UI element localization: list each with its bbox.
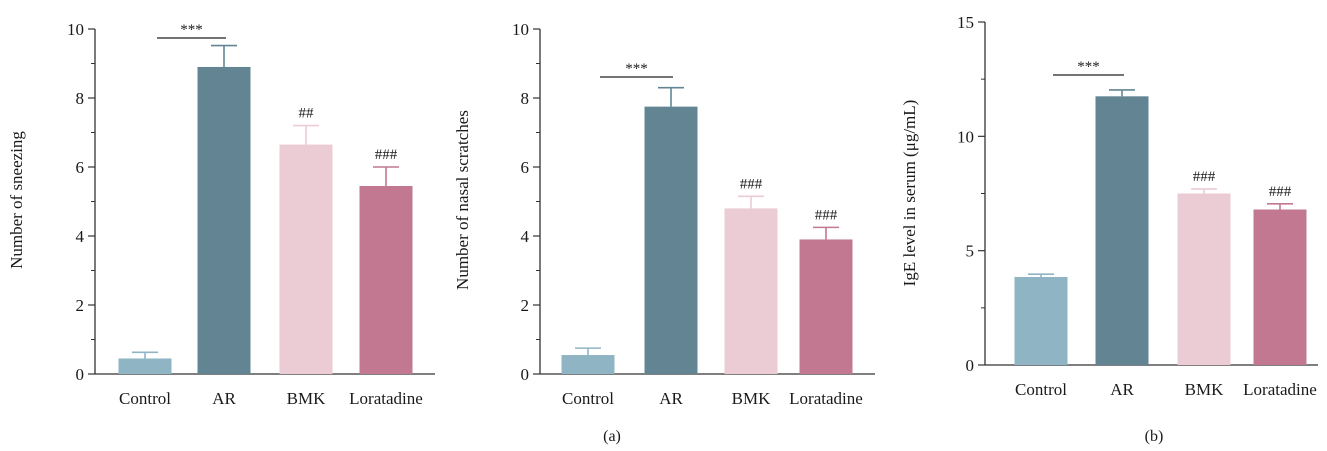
bar <box>644 106 698 374</box>
chart-ige-level: 0 5 10 15 IgE level in serum (μg/mL) Control A… <box>900 13 1318 399</box>
x-tick-label: Loratadine <box>789 389 863 408</box>
y-tick-label: 8 <box>521 89 530 108</box>
y-axis-label: Number of sneezing <box>7 131 26 269</box>
y-tick-label: 10 <box>512 20 529 39</box>
y-tick-label: 6 <box>76 158 85 177</box>
bar <box>1095 96 1149 366</box>
y-tick-label: 10 <box>67 20 84 39</box>
bar <box>197 66 251 374</box>
x-tick-label: AR <box>659 389 683 408</box>
panel-label-a: (a) <box>603 428 621 445</box>
y-axis-label: Number of nasal scratches <box>453 110 472 290</box>
bar <box>561 355 615 374</box>
x-tick-label: Control <box>562 389 614 408</box>
bar <box>1253 209 1307 365</box>
x-tick-label: BMK <box>1185 380 1224 399</box>
y-tick-label: 4 <box>76 227 85 246</box>
x-tick-label: Control <box>1015 380 1067 399</box>
y-axis-label: IgE level in serum (μg/mL) <box>900 100 919 287</box>
significance-marker: ### <box>1269 184 1292 200</box>
bar <box>799 239 853 374</box>
significance-marker: ### <box>815 207 838 223</box>
significance-marker: ### <box>740 176 763 192</box>
x-tick-label: BMK <box>287 389 326 408</box>
y-tick-label: 6 <box>521 158 530 177</box>
bar <box>1014 276 1068 365</box>
panel-label-b: (b) <box>1145 428 1164 445</box>
bar <box>359 185 413 374</box>
bar <box>118 358 172 374</box>
y-tick-label: 2 <box>521 296 530 315</box>
y-tick-label: 4 <box>521 227 530 246</box>
bar <box>1177 193 1231 365</box>
y-tick-label: 15 <box>957 13 974 32</box>
significance-bracket-label: *** <box>1077 59 1100 75</box>
y-tick-label: 0 <box>966 356 975 375</box>
y-tick-label: 0 <box>521 365 530 384</box>
significance-bracket-label: *** <box>625 61 648 77</box>
y-tick-label: 0 <box>76 365 85 384</box>
chart-sneezing: 0 2 4 6 8 10 Number of sneezing Control AR BMK ## L… <box>7 20 435 408</box>
x-tick-label: Control <box>119 389 171 408</box>
chart-nasal-scratches: 0 2 4 6 8 10 Number of nasal scratches Control A… <box>453 20 875 408</box>
bar <box>724 208 778 374</box>
x-tick-label: Loratadine <box>349 389 423 408</box>
y-tick-label: 10 <box>957 127 974 146</box>
x-tick-label: AR <box>212 389 236 408</box>
significance-marker: ## <box>299 106 315 122</box>
x-tick-label: Loratadine <box>1243 380 1317 399</box>
significance-marker: ### <box>1193 169 1216 185</box>
y-tick-label: 2 <box>76 296 85 315</box>
significance-marker: ### <box>375 147 398 163</box>
x-tick-label: BMK <box>732 389 771 408</box>
significance-bracket-label: *** <box>180 22 203 38</box>
bar <box>279 144 333 374</box>
y-tick-label: 5 <box>966 242 975 261</box>
x-tick-label: AR <box>1110 380 1134 399</box>
y-tick-label: 8 <box>76 89 85 108</box>
